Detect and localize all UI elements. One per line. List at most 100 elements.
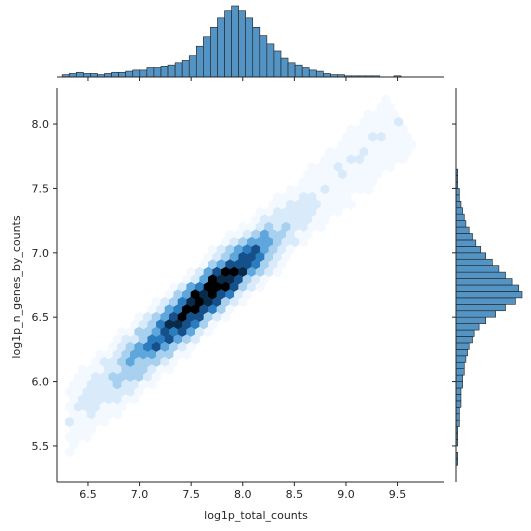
hexbin-cell [238,296,248,308]
hexbin-cell [147,379,157,390]
marginal-y-bar [455,304,506,312]
marginal-x-bar [224,10,232,78]
hexbin-cells [65,94,417,458]
joint-axes: 6.5 7.0 7.5 8.0 8.5 9.0 9.5 5.5 6.0 6.5 7.0 7.5 8.0 [32,88,444,501]
y-tick-label: 7.0 [32,247,50,260]
marginal-y-bar [455,394,462,402]
marginal-y-bar [455,233,473,241]
marginal-x-bar [195,45,204,78]
marginal-y-bar [455,265,500,273]
x-tick-label: 9.5 [389,488,407,501]
marginal-x-bar [231,5,239,78]
marginal-y-bar [455,381,463,389]
marginal-x-bar [111,71,119,78]
hexbin-cell [385,161,395,173]
marginal-x-bar [160,66,169,78]
x-tick-label: 8.5 [286,488,304,501]
x-tick-label: 6.5 [79,488,97,501]
marginal-y-ticks [452,123,456,447]
hexbin-cell [203,326,213,338]
marginal-x-bar [273,50,282,78]
hexbin-cell [333,206,343,218]
hexbin-cell [182,349,192,360]
hexbin-cell [316,221,326,233]
marginal-x-bar [210,26,218,78]
marginal-x-ticks [87,77,399,81]
marginal-y-bar [455,291,523,299]
marginal-y-bar [455,349,468,357]
hexbin-cell [112,409,122,420]
hexbin-cell [298,236,309,248]
marginal-y-bar [455,278,513,286]
marginal-x-bar [83,73,91,78]
hexbin-cell [221,311,231,323]
marginal-y-bar [455,220,467,228]
hexbin-cell [398,154,408,165]
y-tick-label: 6.0 [32,376,50,389]
marginal-y-bar [455,226,470,234]
marginal-y-bar [455,239,477,247]
hexbin-cell [363,184,373,195]
marginal-y-bar [455,361,465,369]
y-tick-label: 8.0 [32,118,50,131]
marginal-x-bar [280,57,289,78]
marginal-y-bar [455,400,462,408]
hexbin-cell [82,431,92,443]
marginal-x-bar [217,17,225,78]
marginal-x-bar [301,67,310,78]
marginal-x-bar [252,26,261,78]
x-tick-label: 7.5 [182,488,200,501]
marginal-x-bar [104,73,112,78]
marginal-y-bar [455,297,516,305]
marginal-x-bar [153,67,162,78]
marginal-x-bar [132,69,141,78]
marginal-x-bar [238,10,246,78]
marginal-y-bar [455,310,496,318]
y-axis-label: log1p_n_genes_by_counts [10,215,23,358]
x-axis-label: log1p_total_counts [204,509,308,522]
marginal-y-bar [455,323,480,331]
marginal-x-bar [68,73,77,78]
marginal-y-bar [455,368,465,376]
hexbin-cell [255,281,265,293]
hexbin-cell [346,199,356,210]
x-tick-label: 7.0 [131,488,149,501]
hexbin-cell [164,364,174,375]
marginal-x-bar [315,70,324,78]
marginal-y-bar [455,284,520,292]
marginal-x-bar [188,55,197,78]
y-tick-label: 6.5 [32,311,50,324]
marginal-y-bar [455,342,470,350]
marginal-y-bar [455,316,487,324]
marginal-x-bar [308,69,317,78]
marginal-y-bar [455,201,462,209]
marginal-x-bar [266,43,275,78]
marginal-x-bar [174,62,183,78]
marginal-y-bar [455,246,482,254]
marginal-x-bar [75,71,84,78]
marginal-x-bar [203,36,211,78]
marginal-x-bar [245,17,254,78]
marginal-x-bar [146,67,155,78]
marginal-x-bar [167,64,176,78]
marginal-x-bar [287,62,296,78]
marginal-y-bar [455,213,465,221]
hexbin-cell [130,394,140,405]
marginal-x-bar [259,35,268,78]
x-tick-label: 8.0 [234,488,252,501]
y-tick-label: 5.5 [32,440,50,453]
marginal-y-bar [455,258,493,266]
x-tick-label: 9.0 [337,488,355,501]
marginal-x-bar [90,73,98,78]
marginal-x-bar [118,71,126,78]
marginal-y-bar [455,329,475,337]
marginal-x-bar [125,70,134,78]
hexbin-cell [65,446,75,458]
marginal-x-bar [294,64,303,78]
hexbin-cell [272,266,283,278]
hexbin-cell [99,416,109,428]
marginal-y-bar [455,336,473,344]
marginal-y-bar [455,207,463,215]
marginal-x-bar [323,73,331,78]
